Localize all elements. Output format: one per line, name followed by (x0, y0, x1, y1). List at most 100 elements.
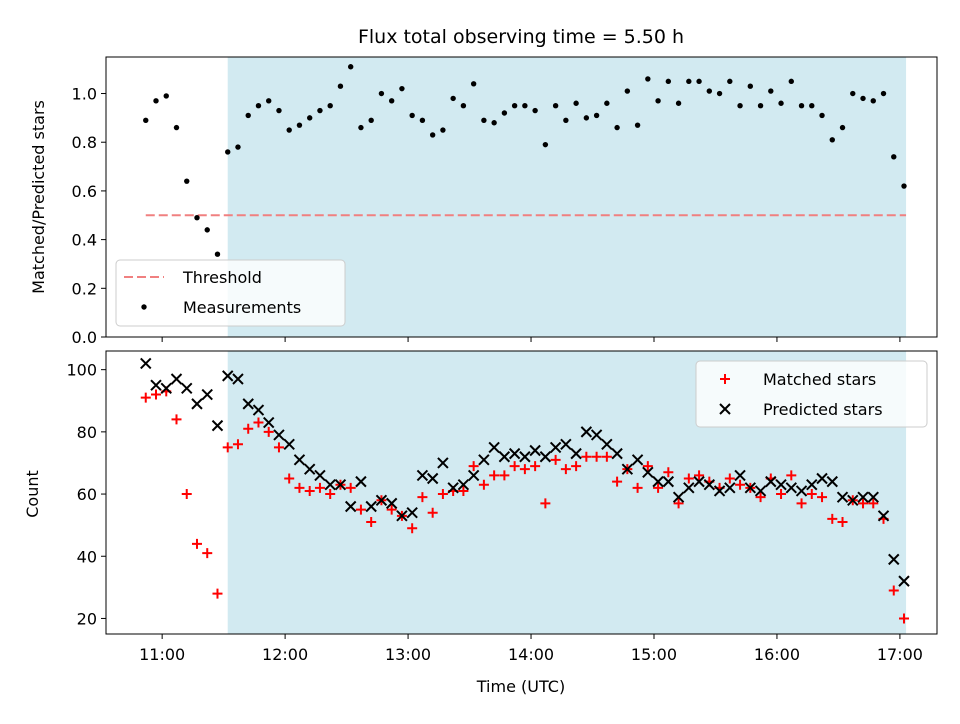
legend-predicted-swatch (719, 403, 731, 415)
measurement-point (450, 95, 456, 102)
measurement-point (347, 64, 354, 70)
predicted-star-point (795, 485, 808, 497)
measurement-point (378, 90, 385, 97)
predicted-star-point (181, 382, 193, 395)
predicted-star-point (488, 441, 500, 454)
matched-star-point (560, 464, 571, 475)
measurement-point (429, 132, 436, 138)
measurement-point (686, 78, 692, 85)
measurement-point (245, 112, 251, 119)
measurement-point (522, 102, 528, 109)
legend-measurements-swatch (141, 304, 147, 310)
matched-star-point (478, 479, 489, 490)
predicted-star-point (672, 491, 685, 503)
measurement-point (491, 120, 497, 126)
top-y-tick-label: 0.6 (72, 182, 97, 201)
predicted-star-point (478, 454, 490, 466)
matched-star-point (581, 451, 592, 462)
predicted-star-point (263, 416, 275, 429)
chart-title: Flux total observing time = 5.50 h (358, 26, 684, 48)
predicted-star-point (498, 451, 511, 463)
predicted-star-point (140, 357, 152, 370)
measurement-point (880, 90, 887, 97)
predicted-star-point (652, 475, 664, 488)
predicted-star-point (765, 475, 777, 488)
measurement-point (173, 124, 180, 131)
matched-star-point (632, 482, 643, 493)
bottom-y-tick-label: 20 (77, 609, 97, 628)
measurement-point (317, 107, 323, 114)
measurement-point (716, 90, 723, 97)
predicted-star-point (631, 454, 644, 466)
top-y-tick-label: 0.0 (72, 328, 97, 347)
matched-star-point (232, 439, 243, 450)
predicted-star-point (201, 388, 213, 401)
measurement-point (655, 98, 661, 104)
matched-star-point (140, 392, 151, 403)
matched-star-point (284, 473, 295, 484)
predicted-star-point (888, 553, 900, 566)
measurement-point (163, 93, 169, 99)
predicted-star-point (683, 482, 695, 494)
measurement-point (552, 102, 559, 109)
predicted-star-point (785, 482, 798, 494)
matched-star-point (724, 473, 735, 484)
bottom-y-tick-label: 80 (77, 423, 97, 442)
predicted-star-point (816, 472, 828, 485)
matched-star-point (827, 513, 838, 524)
matched-star-point (263, 426, 274, 437)
matched-star-point (612, 476, 623, 487)
matched-star-point (806, 489, 817, 500)
predicted-star-point (324, 479, 336, 491)
matched-star-point (345, 482, 356, 493)
matched-star-point (314, 482, 325, 493)
matched-star-point (437, 489, 448, 500)
measurement-point (501, 110, 508, 116)
matched-star-point (786, 470, 797, 481)
measurement-point (481, 117, 487, 124)
predicted-star-point (222, 370, 234, 382)
matched-star-point (837, 517, 848, 528)
x-tick-label: 13:00 (385, 645, 431, 664)
predicted-star-point (334, 479, 347, 491)
matched-star-point (294, 482, 305, 493)
predicted-star-point (662, 475, 675, 488)
matched-star-point (888, 585, 899, 596)
matched-star-point (519, 464, 530, 475)
measurement-point (255, 102, 262, 109)
measurement-point (604, 100, 610, 106)
matched-star-point (509, 461, 520, 472)
legend-predicted-label: Predicted stars (763, 400, 883, 419)
predicted-star-point (437, 457, 449, 469)
matched-star-point (468, 461, 479, 472)
predicted-star-point (293, 454, 306, 466)
measurement-point (675, 100, 682, 106)
predicted-star-point (426, 472, 439, 485)
predicted-star-point (232, 373, 244, 385)
predicted-star-point (529, 444, 541, 457)
matched-star-point (796, 498, 807, 509)
predicted-star-point (519, 451, 531, 463)
predicted-star-point (580, 426, 593, 438)
predicted-star-point (375, 494, 388, 506)
measurement-point (409, 112, 415, 119)
measurement-point (798, 102, 805, 109)
top-legend-box (115, 259, 346, 327)
predicted-star-point (283, 438, 295, 451)
predicted-star-point (724, 482, 736, 494)
predicted-star-point (847, 494, 859, 506)
predicted-star-point (713, 485, 726, 497)
legend-matched-label: Matched stars (763, 370, 876, 389)
matched-star-point (355, 504, 366, 515)
predicted-star-point (590, 429, 603, 441)
predicted-star-point (549, 441, 562, 454)
legend-measurements-label: Measurements (183, 298, 301, 317)
matched-star-point (673, 498, 684, 509)
predicted-star-point (365, 500, 377, 513)
measurement-point (850, 90, 856, 97)
measurement-point (204, 227, 210, 233)
predicted-star-point (898, 575, 910, 587)
matched-star-point (530, 461, 541, 472)
top-axes-frame (105, 56, 938, 338)
measurement-point (296, 122, 303, 128)
